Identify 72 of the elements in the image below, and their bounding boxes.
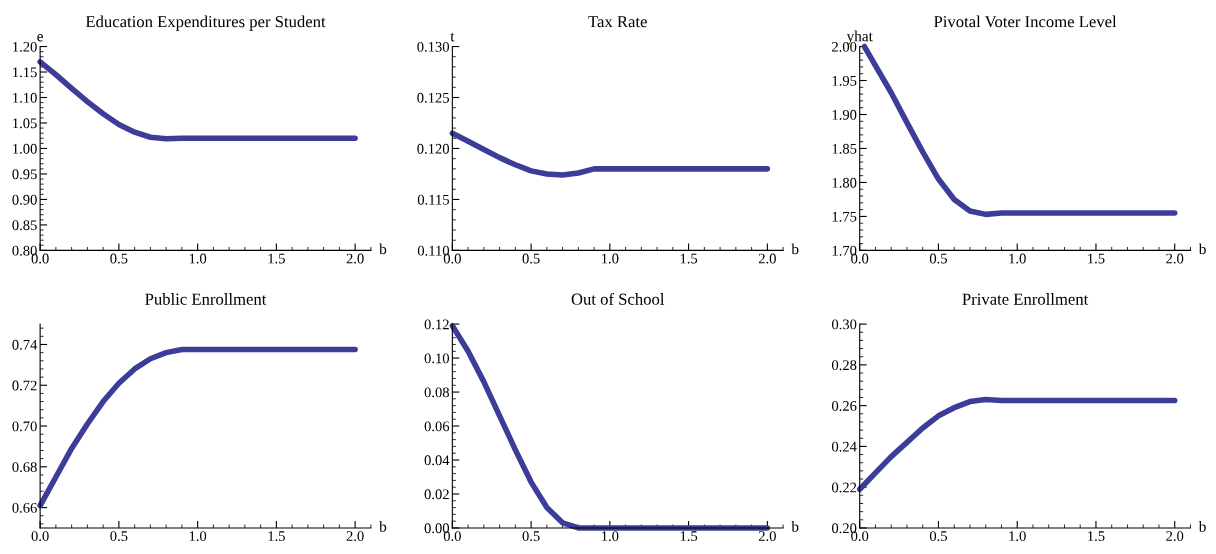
chart-title: Tax Rate: [588, 16, 647, 28]
y-tick-label: 0.04: [424, 455, 450, 466]
y-tick-label: 1.90: [832, 109, 857, 120]
y-tick-label: 0.130: [417, 41, 450, 52]
x-tick-label: 0.5: [929, 253, 948, 264]
y-tick-label: 0.30: [831, 319, 857, 330]
chart-title: Out of School: [571, 292, 665, 305]
chart-title: Pivotal Voter Income Level: [933, 15, 1117, 28]
y-tick-label: 0.10: [424, 353, 450, 364]
x-tick-label: 1.5: [680, 531, 698, 542]
y-tick-label: 0.68: [12, 462, 37, 473]
y-tick-label: 1.15: [13, 67, 37, 78]
y-tick-label: 0.72: [12, 380, 37, 391]
y-tick-label: 0.08: [424, 387, 450, 398]
y-axis-title: t: [450, 32, 455, 42]
x-tick-label: 0.5: [110, 531, 128, 542]
x-tick-label: 1.0: [189, 531, 207, 542]
y-tick-label: 0.26: [831, 401, 857, 411]
x-tick-label: 1.5: [1088, 253, 1105, 264]
x-axis-title: b: [379, 521, 387, 532]
x-tick-label: 2.0: [1166, 253, 1184, 264]
x-axis-title: b: [1198, 521, 1206, 532]
y-tick-label: 0.95: [12, 169, 37, 180]
y-tick-label: 0.125: [417, 92, 449, 103]
x-axis-title: b: [379, 243, 387, 255]
x-tick-label: 0.5: [522, 253, 540, 264]
y-tick-label: 1.05: [13, 118, 37, 129]
x-axis-title: b: [791, 243, 799, 255]
y-tick-label: 0.28: [831, 360, 857, 371]
y-tick-label: 0.74: [12, 339, 38, 350]
x-tick-label: 2.0: [758, 253, 776, 264]
x-tick-label: 2.0: [346, 531, 364, 542]
y-tick-label: 1.85: [832, 143, 857, 154]
y-tick-label: 0.66: [12, 502, 37, 513]
x-tick-label: 2.0: [758, 531, 776, 542]
x-tick-label: 1.5: [680, 253, 698, 264]
x-axis-title: b: [791, 521, 799, 532]
x-tick-label: 1.0: [1009, 531, 1026, 542]
y-axis-title: e: [37, 34, 43, 42]
chart-title: Public Enrollment: [145, 293, 267, 305]
x-tick-label: 0.5: [110, 253, 128, 264]
x-tick-label: 0.5: [929, 531, 948, 542]
y-tick-label: 0.02: [424, 489, 449, 500]
x-tick-label: 1.0: [1009, 253, 1026, 264]
y-tick-label: 0.24: [831, 441, 857, 452]
y-tick-label: 1.95: [832, 75, 857, 86]
x-tick-label: 2.0: [346, 253, 364, 264]
y-tick-label: 0.90: [12, 194, 37, 205]
y-tick-label: 1.00: [13, 143, 37, 154]
y-tick-label: 0.06: [424, 421, 450, 432]
x-tick-label: 1.0: [189, 253, 207, 264]
x-axis-title: b: [1198, 243, 1206, 255]
y-tick-label: 1.80: [832, 177, 857, 188]
x-tick-label: 1.5: [268, 253, 285, 264]
y-tick-label: 0.120: [417, 143, 450, 154]
y-tick-label: 1.10: [13, 92, 37, 103]
y-tick-label: 1.75: [832, 211, 857, 222]
x-tick-label: 1.0: [602, 531, 619, 542]
y-tick-label: 1.20: [13, 41, 37, 52]
x-tick-label: 2.0: [1166, 531, 1184, 542]
y-tick-label: 0.12: [424, 319, 449, 330]
y-tick-label: 0.85: [12, 220, 37, 231]
x-tick-label: 1.5: [1088, 531, 1105, 542]
x-tick-label: 1.0: [602, 253, 619, 264]
y-tick-label: 0.22: [831, 482, 857, 493]
y-tick-label: 0.115: [417, 194, 449, 205]
chart-title: Private Enrollment: [962, 293, 1089, 305]
y-tick-label: 0.70: [12, 421, 37, 432]
x-tick-label: 0.0: [31, 531, 49, 542]
x-tick-label: 0.5: [522, 531, 540, 542]
chart-title: Education Expenditures per Student: [85, 15, 326, 31]
x-tick-label: 1.5: [268, 531, 285, 542]
